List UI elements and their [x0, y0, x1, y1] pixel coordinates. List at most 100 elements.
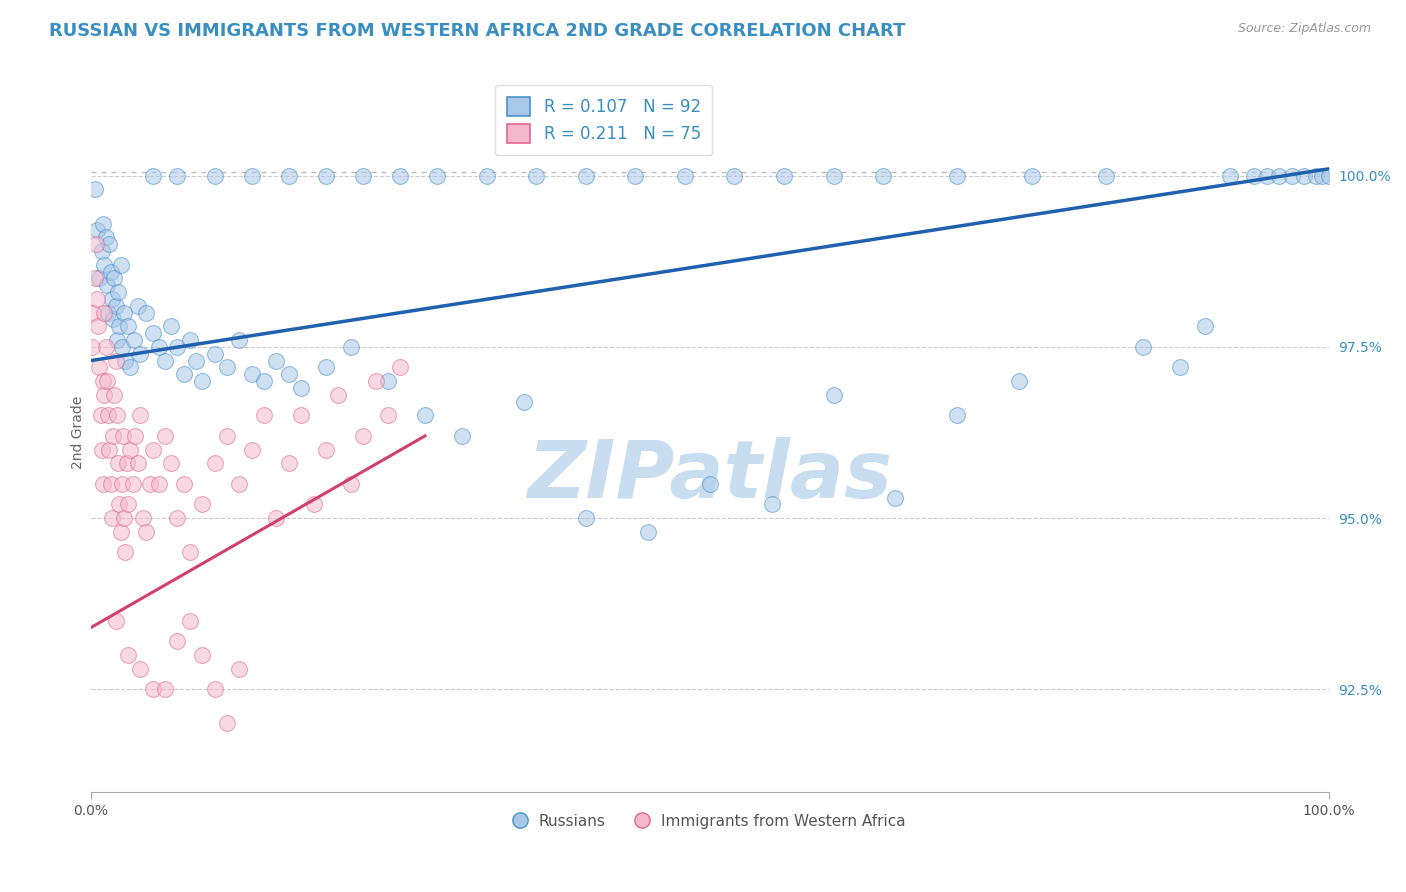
Point	[103, 388, 125, 402]
Point	[87, 319, 110, 334]
Point	[94, 230, 117, 244]
Point	[1268, 169, 1291, 183]
Point	[104, 614, 127, 628]
Point	[352, 169, 374, 183]
Point	[179, 545, 201, 559]
Point	[111, 429, 134, 443]
Point	[1194, 319, 1216, 334]
Point	[884, 491, 907, 505]
Point	[127, 456, 149, 470]
Point	[98, 237, 121, 252]
Point	[328, 388, 350, 402]
Point	[823, 169, 845, 183]
Point	[215, 716, 238, 731]
Point	[153, 353, 176, 368]
Point	[105, 409, 128, 423]
Point	[153, 682, 176, 697]
Point	[266, 511, 288, 525]
Point	[637, 524, 659, 539]
Point	[277, 169, 299, 183]
Point	[115, 456, 138, 470]
Point	[389, 169, 412, 183]
Point	[114, 545, 136, 559]
Point	[166, 340, 188, 354]
Point	[142, 442, 165, 457]
Point	[823, 388, 845, 402]
Point	[575, 169, 598, 183]
Point	[84, 237, 107, 252]
Point	[413, 409, 436, 423]
Point	[166, 634, 188, 648]
Point	[1008, 374, 1031, 388]
Point	[191, 374, 214, 388]
Point	[91, 244, 114, 258]
Point	[117, 497, 139, 511]
Point	[204, 456, 226, 470]
Point	[184, 353, 207, 368]
Point	[575, 511, 598, 525]
Point	[120, 360, 142, 375]
Point	[112, 511, 135, 525]
Point	[1256, 169, 1278, 183]
Point	[215, 429, 238, 443]
Point	[90, 409, 112, 423]
Point	[135, 305, 157, 319]
Point	[105, 333, 128, 347]
Point	[148, 340, 170, 354]
Point	[179, 614, 201, 628]
Point	[129, 662, 152, 676]
Point	[699, 476, 721, 491]
Point	[723, 169, 745, 183]
Point	[191, 497, 214, 511]
Point	[98, 442, 121, 457]
Point	[89, 360, 111, 375]
Point	[526, 169, 548, 183]
Point	[91, 374, 114, 388]
Point	[389, 360, 412, 375]
Point	[339, 476, 361, 491]
Point	[111, 476, 134, 491]
Point	[166, 511, 188, 525]
Point	[451, 429, 474, 443]
Point	[204, 169, 226, 183]
Point	[266, 353, 288, 368]
Point	[104, 299, 127, 313]
Point	[93, 388, 115, 402]
Point	[253, 409, 276, 423]
Point	[112, 305, 135, 319]
Point	[120, 442, 142, 457]
Point	[96, 278, 118, 293]
Point	[127, 299, 149, 313]
Point	[204, 347, 226, 361]
Legend: Russians, Immigrants from Western Africa: Russians, Immigrants from Western Africa	[508, 807, 911, 835]
Point	[139, 476, 162, 491]
Point	[114, 353, 136, 368]
Point	[240, 368, 263, 382]
Point	[1292, 169, 1315, 183]
Point	[153, 429, 176, 443]
Point	[1219, 169, 1241, 183]
Point	[315, 442, 337, 457]
Point	[773, 169, 796, 183]
Point	[191, 648, 214, 662]
Point	[1132, 340, 1154, 354]
Point	[124, 429, 146, 443]
Point	[173, 368, 195, 382]
Point	[101, 429, 124, 443]
Point	[302, 497, 325, 511]
Point	[513, 394, 536, 409]
Point	[100, 264, 122, 278]
Point	[97, 409, 120, 423]
Point	[91, 442, 114, 457]
Point	[166, 169, 188, 183]
Point	[1305, 169, 1327, 183]
Point	[122, 476, 145, 491]
Point	[108, 497, 131, 511]
Point	[1095, 169, 1118, 183]
Point	[673, 169, 696, 183]
Point	[475, 169, 498, 183]
Point	[1312, 169, 1334, 183]
Point	[142, 682, 165, 697]
Point	[129, 409, 152, 423]
Point	[101, 292, 124, 306]
